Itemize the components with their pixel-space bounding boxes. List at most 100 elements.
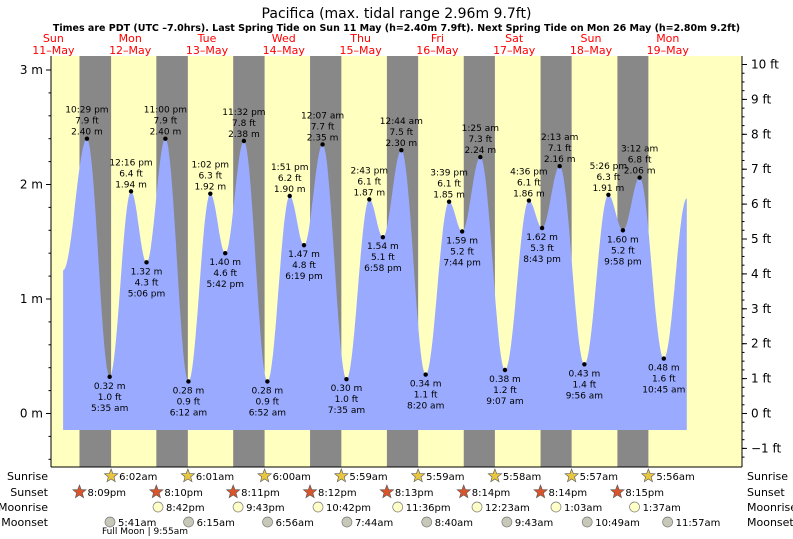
tide-point-high xyxy=(526,198,532,203)
day-date: 15–May xyxy=(339,44,382,57)
high-tide-m: 1.87 m xyxy=(353,188,385,198)
high-tide-ft: 7.3 ft xyxy=(468,135,492,145)
moonrise-time: 12:23am xyxy=(485,503,530,514)
moonrise-icon xyxy=(629,501,640,513)
low-tide-m: 0.30 m xyxy=(331,384,363,394)
row-label-right-sunrise: Sunrise xyxy=(747,470,788,483)
high-tide-ft: 7.5 ft xyxy=(389,128,413,138)
low-tide-time: 5:42 pm xyxy=(206,280,244,290)
right-axis-label: 8 ft xyxy=(751,127,771,141)
tide-point-high xyxy=(320,142,325,147)
tide-point-low xyxy=(344,376,349,382)
sunset-time: 8:14pm xyxy=(549,488,588,499)
tide-point-low xyxy=(620,228,626,233)
moonset-icon xyxy=(341,516,353,528)
moonset-icon xyxy=(501,516,513,528)
day-date: 14–May xyxy=(263,44,306,57)
high-tide-m: 2.38 m xyxy=(228,130,260,140)
right-axis-label: 1 ft xyxy=(751,372,771,386)
low-tide-ft: 1.0 ft xyxy=(335,395,359,405)
high-tide-ft: 6.4 ft xyxy=(119,169,143,179)
high-tide-time: 1:25 am xyxy=(462,124,499,134)
low-tide-m: 0.48 m xyxy=(648,364,680,374)
low-tide-time: 5:35 am xyxy=(91,404,128,414)
low-tide-ft: 4.6 ft xyxy=(213,269,237,279)
sunset-icon xyxy=(148,484,164,499)
low-tide-m: 1.54 m xyxy=(367,242,399,252)
low-tide-ft: 0.9 ft xyxy=(256,397,280,407)
row-label-right-sunset: Sunset xyxy=(747,486,785,499)
high-tide-time: 11:32 pm xyxy=(222,108,265,118)
left-axis-label: 0 m xyxy=(20,407,43,421)
row-label-right-moonrise: Moonrise xyxy=(747,501,793,514)
low-tide-m: 0.38 m xyxy=(489,375,521,385)
day-date: 16–May xyxy=(416,44,459,57)
sunset-time: 8:13pm xyxy=(395,488,434,499)
sunset-icon xyxy=(456,484,472,499)
chart-title: Pacifica (max. tidal range 2.96m 9.7ft) xyxy=(262,6,532,22)
moon-phase-label: Full Moon | 9:55am xyxy=(102,527,188,537)
tide-curve xyxy=(63,138,687,430)
low-tide-time: 8:43 pm xyxy=(523,255,561,265)
sunset-icon xyxy=(609,484,625,499)
high-tide-ft: 6.2 ft xyxy=(278,174,302,184)
high-tide-time: 5:26 pm xyxy=(590,162,628,172)
low-tide-m: 1.62 m xyxy=(526,233,558,243)
sunrise-icon xyxy=(333,468,349,483)
right-axis-label: 0 ft xyxy=(751,407,771,421)
low-tide-ft: 0.9 ft xyxy=(177,397,201,407)
day-date: 13–May xyxy=(186,44,229,57)
row-label-left-sunset: Sunset xyxy=(10,486,48,499)
day-of-week: Sun xyxy=(581,32,602,45)
row-label-left-moonrise: Moonrise xyxy=(0,501,48,514)
high-tide-ft: 7.7 ft xyxy=(311,122,335,132)
low-tide-time: 8:20 am xyxy=(407,402,444,412)
low-tide-m: 1.32 m xyxy=(131,267,163,277)
high-tide-time: 1:51 pm xyxy=(271,163,309,173)
tide-point-low xyxy=(144,260,149,265)
day-of-week: Thu xyxy=(349,32,371,45)
moonrise-time: 11:36pm xyxy=(406,503,451,514)
day-date: 18–May xyxy=(570,44,613,57)
moonset-icon xyxy=(421,516,433,528)
sunset-icon xyxy=(533,484,549,499)
high-tide-time: 3:39 pm xyxy=(430,169,468,179)
day-of-week: Sun xyxy=(43,32,64,45)
low-tide-m: 1.60 m xyxy=(607,235,639,245)
high-tide-ft: 6.1 ft xyxy=(437,180,461,190)
high-tide-ft: 6.8 ft xyxy=(628,156,652,166)
day-date: 12–May xyxy=(109,44,152,57)
left-axis-label: 1 m xyxy=(20,292,43,306)
tide-point-low xyxy=(107,374,112,380)
sunrise-icon xyxy=(640,468,656,483)
event-row-labels: Sunrise Sunrise Sunset Sunset Moonrise Moonri… xyxy=(0,470,793,529)
day-of-week: Tue xyxy=(197,32,217,45)
sunset-time: 8:11pm xyxy=(241,488,280,499)
high-tide-ft: 7.8 ft xyxy=(232,119,256,129)
high-tide-m: 1.94 m xyxy=(115,180,147,190)
sunrise-icon xyxy=(257,468,273,483)
moonset-time: 6:56am xyxy=(276,518,314,529)
moonrise-icon xyxy=(392,501,404,513)
sunset-icon xyxy=(225,484,241,499)
high-tide-m: 1.85 m xyxy=(433,191,465,201)
moonset-time: 7:44am xyxy=(355,518,393,529)
low-tide-time: 6:58 pm xyxy=(364,264,402,274)
sunset-icon xyxy=(302,484,318,499)
day-headers: Sun11–MayMon12–MayTue13–MayWed14–MayThu1… xyxy=(32,32,689,57)
high-tide-ft: 6.3 ft xyxy=(198,172,222,182)
sunrise-time: 5:56am xyxy=(656,472,694,483)
high-tide-ft: 6.1 ft xyxy=(517,179,541,189)
row-label-left-moonset: Moonset xyxy=(1,516,48,529)
tide-point-low xyxy=(582,362,587,367)
day-of-week: Mon xyxy=(656,32,679,45)
sunset-time: 8:14pm xyxy=(472,488,511,499)
low-tide-ft: 4.8 ft xyxy=(292,261,316,271)
moonset-time: 5:41am xyxy=(118,518,156,529)
moonrise-icon xyxy=(152,501,164,513)
tide-point-high xyxy=(557,163,562,169)
moonrise-icon xyxy=(232,501,244,513)
tide-point-high xyxy=(241,138,247,144)
